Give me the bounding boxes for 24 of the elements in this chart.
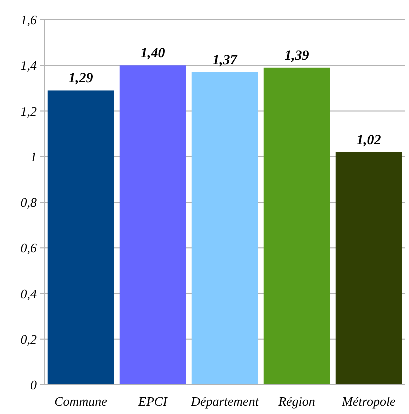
y-tick-label: 0,2 — [20, 332, 38, 347]
y-tick-label: 0,6 — [20, 240, 38, 256]
bar — [336, 152, 402, 385]
data-label: 1,29 — [68, 72, 94, 87]
y-tick-label: 1,4 — [20, 58, 38, 74]
y-tick-label: 0,8 — [20, 195, 38, 210]
x-tick-label: Département — [190, 394, 260, 409]
x-tick-label: Région — [278, 394, 316, 409]
data-label: 1,40 — [140, 46, 166, 62]
bar — [48, 90, 114, 385]
y-tick-label: 1,2 — [20, 104, 38, 119]
x-tick-label: EPCI — [138, 394, 168, 409]
bar — [192, 72, 258, 385]
data-label: 1,37 — [212, 53, 238, 68]
y-tick-label: 1 — [30, 149, 37, 164]
bar — [264, 68, 330, 385]
y-tick-label: 0,4 — [20, 286, 38, 302]
y-tick-label: 0 — [30, 378, 38, 393]
bar — [120, 66, 186, 385]
data-label: 1,02 — [356, 133, 382, 148]
x-tick-label: Commune — [54, 394, 108, 409]
x-tick-label: Métropole — [341, 394, 396, 409]
y-tick-label: 1,6 — [20, 12, 38, 28]
data-label: 1,39 — [284, 48, 310, 64]
